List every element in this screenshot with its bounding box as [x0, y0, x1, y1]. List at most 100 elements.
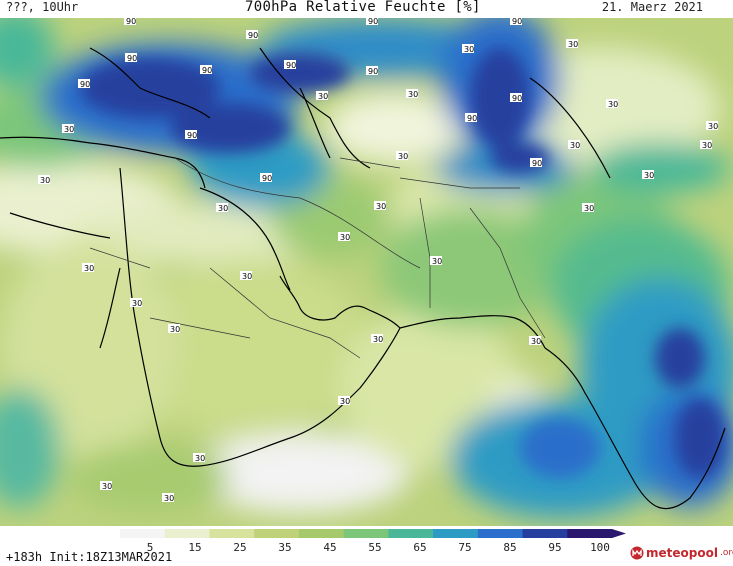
contour-label-30: 30	[338, 232, 350, 242]
coastlines	[0, 47, 726, 510]
contour-label-90: 90	[530, 158, 542, 168]
svg-text:30: 30	[164, 494, 174, 503]
svg-text:30: 30	[708, 122, 718, 131]
contour-label-30: 30	[374, 201, 386, 211]
svg-text:90: 90	[127, 54, 137, 63]
borders	[89, 157, 546, 359]
contour-label-30: 30	[430, 256, 442, 266]
svg-text:90: 90	[512, 94, 522, 103]
colorbar-segment	[388, 529, 434, 538]
contour-label-90: 90	[125, 53, 137, 63]
contour-label-30: 30	[38, 175, 50, 185]
colorbar-segment	[254, 529, 300, 538]
contour-label-30: 30	[568, 140, 580, 150]
svg-text:90: 90	[467, 114, 477, 123]
svg-text:30: 30	[644, 171, 654, 180]
contour-label-30: 30	[216, 203, 228, 213]
forecast-time-label: ???, 10Uhr	[6, 0, 79, 14]
contour-label-90: 90	[465, 113, 477, 123]
contour-label-90: 90	[246, 30, 258, 40]
contour-label-90: 90	[510, 16, 522, 26]
svg-text:90: 90	[262, 174, 272, 183]
svg-text:90: 90	[286, 61, 296, 70]
colorbar-label: 5	[146, 541, 154, 554]
svg-text:30: 30	[608, 100, 618, 109]
svg-text:90: 90	[512, 18, 522, 26]
svg-text:30: 30	[584, 204, 594, 213]
contour-label-30: 30	[316, 91, 328, 101]
svg-text:30: 30	[408, 90, 418, 99]
svg-text:30: 30	[84, 264, 94, 273]
contour-label-30: 30	[371, 334, 383, 344]
svg-text:30: 30	[464, 45, 474, 54]
colorbar-segment	[477, 529, 524, 538]
contour-label-90: 90	[124, 16, 136, 26]
header-bar: ???, 10Uhr 700hPa Relative Feuchte [%] 2…	[0, 0, 733, 18]
contour-label-30: 30	[82, 263, 94, 273]
humidity-cores	[80, 48, 725, 478]
colorbar-label: 15	[188, 541, 202, 554]
map-title: 700hPa Relative Feuchte [%]	[245, 0, 481, 15]
contour-label-90: 90	[78, 79, 90, 89]
colorbar-label: 65	[413, 541, 427, 554]
humidity-map: 90 90 90 90 90 90 90 90 90 90 90 90 90 9…	[0, 8, 733, 526]
colorbar-label: 75	[458, 541, 472, 554]
contour-label-30: 30	[168, 324, 180, 334]
contour-label-90: 90	[260, 173, 272, 183]
svg-text:90: 90	[248, 31, 258, 40]
contour-label-90: 90	[366, 66, 378, 76]
svg-text:30: 30	[132, 299, 142, 308]
svg-text:30: 30	[102, 482, 112, 491]
svg-text:30: 30	[64, 125, 74, 134]
contour-label-90: 90	[510, 93, 522, 103]
svg-text:30: 30	[373, 335, 383, 344]
svg-text:30: 30	[568, 40, 578, 49]
contour-label-30: 30	[406, 89, 418, 99]
contour-label-30: 30	[130, 298, 142, 308]
colorbar-label: 45	[323, 541, 337, 554]
svg-text:90: 90	[80, 80, 90, 89]
contour-label-30: 30	[100, 481, 112, 491]
svg-text:30: 30	[40, 176, 50, 185]
colorbar-label: 85	[503, 541, 517, 554]
colorbar-segment	[164, 529, 210, 538]
contour-label-30: 30	[582, 203, 594, 213]
colorbar-label: 100	[590, 541, 610, 554]
contour-label-30: 30	[396, 151, 408, 161]
contour-labels: 90 90 90 90 90 90 90 90 90 90 90 90 90 9…	[38, 16, 718, 503]
contour-label-30: 30	[62, 124, 74, 134]
contour-label-30: 30	[642, 170, 654, 180]
contour-label-30: 30	[700, 140, 712, 150]
contour-label-30: 30	[529, 336, 541, 346]
colorbar-segment	[433, 529, 479, 538]
svg-text:30: 30	[340, 233, 350, 242]
colorbar-segment	[209, 529, 255, 538]
colorbar-arrow	[612, 529, 626, 538]
colorbar-segment	[343, 529, 389, 538]
svg-text:90: 90	[202, 66, 212, 75]
svg-text:30: 30	[570, 141, 580, 150]
contour-label-30: 30	[606, 99, 618, 109]
svg-text:30: 30	[398, 152, 408, 161]
run-info: +183h Init:18Z13MAR2021	[6, 550, 173, 564]
svg-text:90: 90	[368, 67, 378, 76]
svg-text:30: 30	[195, 454, 205, 463]
meteopool-logo[interactable]: meteopool.org	[630, 546, 733, 560]
svg-text:30: 30	[242, 272, 252, 281]
contour-label-90: 90	[200, 65, 212, 75]
contour-label-90: 90	[185, 130, 197, 140]
svg-text:30: 30	[318, 92, 328, 101]
contour-label-30: 30	[240, 271, 252, 281]
colorbar-segment	[522, 529, 568, 538]
colorbar-label: 95	[548, 541, 562, 554]
logo-icon	[630, 546, 644, 560]
humidity-field	[0, 8, 733, 518]
map-canvas: 90 90 90 90 90 90 90 90 90 90 90 90 90 9…	[0, 8, 733, 526]
contour-label-90: 90	[366, 16, 378, 26]
svg-text:30: 30	[432, 257, 442, 266]
svg-text:30: 30	[340, 397, 350, 406]
contour-label-30: 30	[338, 396, 350, 406]
svg-text:30: 30	[702, 141, 712, 150]
svg-text:30: 30	[531, 337, 541, 346]
contour-label-30: 30	[706, 121, 718, 131]
